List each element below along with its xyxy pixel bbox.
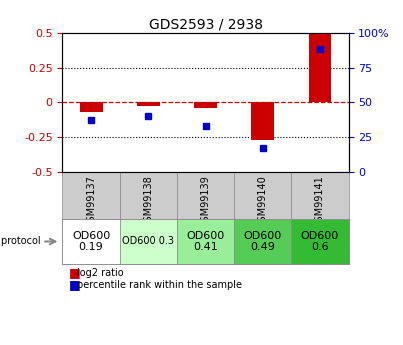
Bar bbox=[120, 219, 177, 264]
Text: percentile rank within the sample: percentile rank within the sample bbox=[77, 280, 241, 289]
Text: OD600
0.19: OD600 0.19 bbox=[72, 231, 110, 252]
Text: GSM99138: GSM99138 bbox=[143, 176, 153, 228]
Bar bbox=[291, 219, 349, 264]
Text: OD600
0.41: OD600 0.41 bbox=[187, 231, 224, 252]
Text: OD600 0.3: OD600 0.3 bbox=[122, 237, 174, 246]
Bar bbox=[234, 172, 291, 219]
Bar bbox=[251, 102, 274, 140]
Text: OD600
0.49: OD600 0.49 bbox=[244, 231, 282, 252]
Bar bbox=[291, 172, 349, 219]
Text: growth protocol: growth protocol bbox=[0, 237, 40, 246]
Title: GDS2593 / 2938: GDS2593 / 2938 bbox=[149, 18, 262, 32]
Bar bbox=[177, 172, 234, 219]
Text: GSM99137: GSM99137 bbox=[86, 176, 96, 228]
Bar bbox=[234, 219, 291, 264]
Bar bbox=[120, 172, 177, 219]
Text: log2 ratio: log2 ratio bbox=[77, 268, 123, 277]
Bar bbox=[62, 172, 120, 219]
Bar bbox=[62, 219, 120, 264]
Bar bbox=[80, 102, 102, 112]
Text: GSM99140: GSM99140 bbox=[258, 176, 268, 228]
Bar bbox=[177, 219, 234, 264]
Text: OD600
0.6: OD600 0.6 bbox=[301, 231, 339, 252]
Text: GSM99139: GSM99139 bbox=[201, 176, 210, 228]
Text: ■: ■ bbox=[69, 278, 80, 291]
Bar bbox=[194, 102, 217, 108]
Bar bbox=[309, 33, 331, 102]
Text: GSM99141: GSM99141 bbox=[315, 176, 325, 228]
Text: ■: ■ bbox=[69, 266, 80, 279]
Bar bbox=[137, 102, 160, 107]
